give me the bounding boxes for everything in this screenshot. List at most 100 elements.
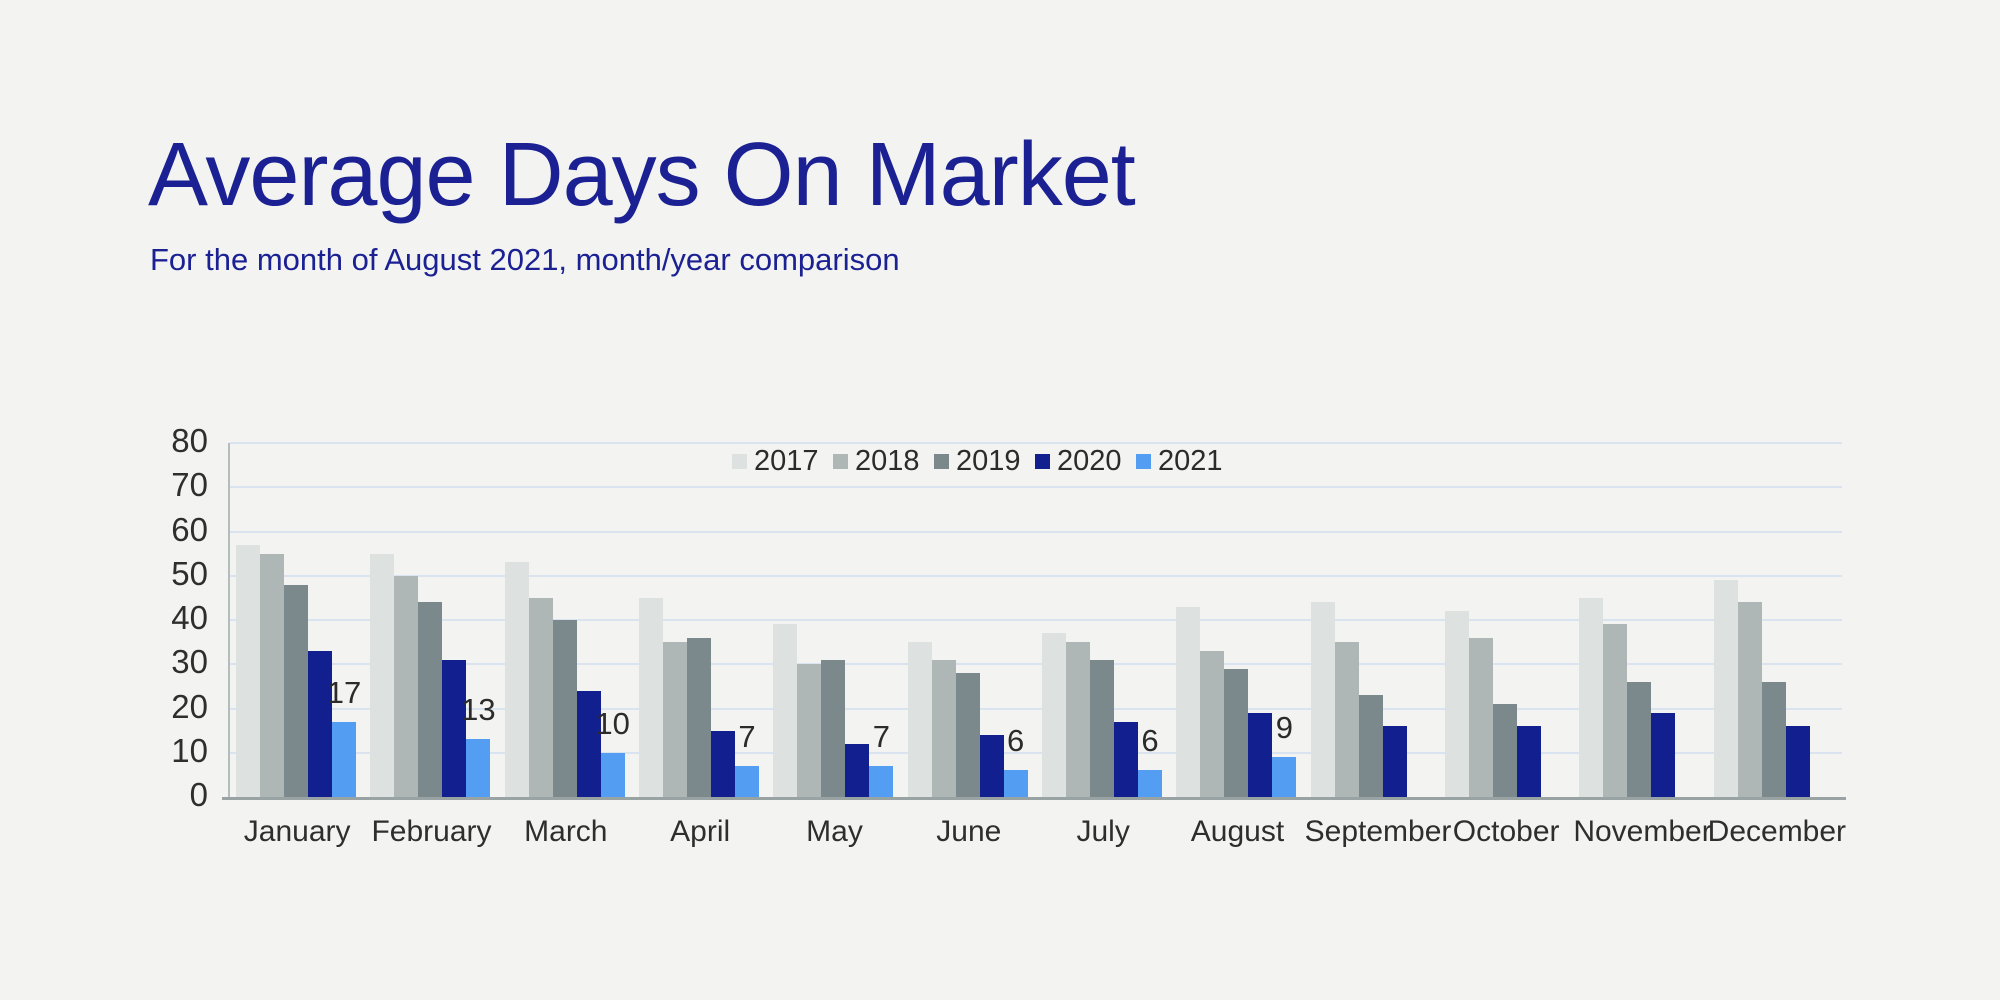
bar-october-2018 [1469,637,1493,797]
bar-june-2017 [907,642,932,797]
legend-item-2020: 2020 [1035,445,1136,478]
bar-value-label-june-2021: 6 [1007,723,1025,759]
bar-september-2019 [1358,695,1383,797]
month-label-october: October [1452,815,1560,848]
legend-swatch-2021 [1136,454,1151,469]
bar-group-april: 7 April [633,443,767,848]
y-tick-label-30: 30 [171,643,208,681]
bar-group-december: December [1708,443,1846,848]
bar-july-2017 [1042,633,1066,797]
bar-march-2018 [528,597,553,797]
bar-february-2019 [418,602,443,797]
bar-november-2017 [1579,597,1604,797]
month-label-september: September [1304,815,1452,848]
y-axis-line [228,443,230,797]
page-subtitle: For the month of August 2021, month/year… [150,242,900,277]
month-label-december: December [1707,815,1847,848]
bar-december-2020 [1785,726,1810,797]
bar-value-label-august-2021: 9 [1275,710,1293,746]
y-tick-label-50: 50 [171,554,208,592]
legend-item-2021: 2021 [1136,445,1237,478]
plot-area: 0 10 20 30 40 50 60 70 80 17 January 13 February 10 Ma… [171,424,1846,848]
bar-value-label-april-2021: 7 [738,719,756,755]
y-tick-label-60: 60 [171,510,208,548]
bar-group-january: 17 January [230,443,364,848]
bar-march-2020 [576,690,601,797]
legend-label-2018: 2018 [855,445,920,477]
bar-group-february: 13 February [364,443,498,848]
bar-april-2018 [663,642,687,797]
bar-june-2018 [931,659,956,797]
bar-may-2021 [869,766,894,797]
bar-december-2017 [1713,580,1738,797]
legend-swatch-2020 [1035,454,1050,469]
y-tick-label-10: 10 [171,731,208,769]
bar-august-2019 [1224,668,1249,797]
bar-february-2017 [370,553,395,797]
bar-september-2020 [1382,726,1407,797]
bar-value-label-may-2021: 7 [872,719,890,755]
legend-label-2020: 2020 [1057,445,1122,477]
bar-value-label-march-2021: 10 [595,705,630,741]
legend-label-2019: 2019 [956,445,1021,477]
bar-april-2021 [735,766,759,797]
bar-december-2018 [1737,602,1762,797]
bar-value-label-february-2021: 13 [461,692,496,728]
bar-january-2017 [236,544,260,797]
legend-label-2021: 2021 [1158,445,1223,477]
bar-group-may: 7 May [767,443,901,848]
bar-april-2019 [687,637,711,797]
bar-august-2018 [1200,650,1225,797]
month-label-november: November [1573,815,1712,848]
month-label-january: January [243,815,351,848]
month-label-march: March [524,815,608,848]
bar-july-2020 [1114,721,1138,797]
bar-october-2019 [1493,704,1517,797]
bar-october-2020 [1517,726,1541,797]
bar-january-2018 [260,553,284,797]
bar-group-september: September [1305,443,1451,848]
bar-group-july: 6 July [1036,443,1170,848]
bar-february-2018 [394,575,419,797]
month-label-february: February [371,815,492,848]
bar-march-2019 [552,620,577,797]
bar-august-2021 [1272,757,1297,797]
legend-swatch-2017 [732,454,747,469]
bar-july-2019 [1090,659,1114,797]
bar-group-august: 9 August [1170,443,1304,848]
bar-july-2018 [1066,642,1090,797]
bar-group-june: 6 June [902,443,1036,848]
legend-item-2019: 2019 [934,445,1035,478]
y-tick-label-70: 70 [171,466,208,504]
month-label-april: April [670,815,731,848]
y-tick-label-80: 80 [171,422,208,459]
bar-april-2020 [711,730,735,797]
bar-group-november: November [1573,443,1712,848]
bar-august-2020 [1248,712,1273,797]
bar-june-2019 [955,673,980,797]
bar-may-2018 [797,664,822,797]
legend-label-2017: 2017 [754,445,819,477]
bar-june-2021 [1003,770,1028,797]
bar-value-label-january-2021: 17 [326,674,362,710]
month-label-july: July [1076,815,1130,848]
bar-january-2021 [332,721,356,797]
legend-item-2018: 2018 [833,445,934,478]
bar-february-2020 [442,659,467,797]
bar-january-2019 [284,584,308,797]
bar-december-2019 [1761,681,1786,797]
bar-september-2018 [1334,642,1359,797]
bar-september-2017 [1310,602,1335,797]
bar-value-label-july-2021: 6 [1141,723,1159,759]
bar-june-2020 [979,735,1004,797]
bar-may-2017 [773,624,798,797]
bar-chart: 0 10 20 30 40 50 60 70 80 17 January 13 February 10 Ma… [171,424,1846,848]
bar-march-2017 [504,562,529,797]
bar-may-2020 [845,743,870,797]
bar-march-2021 [600,752,625,797]
month-label-june: June [936,815,1002,848]
month-label-august: August [1190,815,1285,848]
bar-august-2017 [1176,606,1201,797]
legend: 2017 2018 2019 2020 2021 [732,445,1237,478]
